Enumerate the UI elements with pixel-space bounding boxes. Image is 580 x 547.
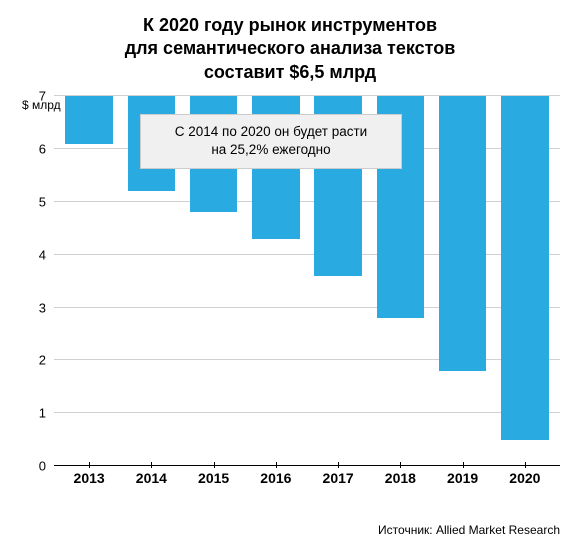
x-tick-label: 2020 [509,468,540,486]
y-tick-label: 2 [39,353,46,368]
chart-plot-area: 01234567 С 2014 по 2020 он будет расти н… [54,96,560,466]
x-tick-label: 2018 [385,468,416,486]
bar-slot [432,96,494,466]
y-tick-label: 7 [39,89,46,104]
x-tick: 2015 [183,468,245,486]
x-tick-label: 2015 [198,468,229,486]
x-tick-label: 2013 [74,468,105,486]
x-tick: 2019 [432,468,494,486]
chart-title-line: для семантического анализа текстов [30,37,550,60]
x-tick-label: 2019 [447,468,478,486]
bar [439,96,486,371]
x-tick: 2020 [494,468,556,486]
y-tick-label: 0 [39,459,46,474]
chart-title-line: составит $6,5 млрд [30,61,550,84]
x-axis-labels: 2013 2014 2015 2016 2017 2018 2019 2020 [54,466,560,486]
y-tick-label: 5 [39,194,46,209]
x-tick-label: 2017 [323,468,354,486]
y-tick-label: 1 [39,406,46,421]
x-tick-label: 2014 [136,468,167,486]
x-tick: 2017 [307,468,369,486]
x-tick-label: 2016 [260,468,291,486]
annotation-box: С 2014 по 2020 он будет расти на 25,2% е… [140,114,402,168]
bar [501,96,548,440]
annotation-text: на 25,2% ежегодно [211,142,330,157]
y-tick-label: 4 [39,247,46,262]
annotation-text: С 2014 по 2020 он будет расти [175,124,367,139]
source-attribution: Источник: Allied Market Research [378,523,560,537]
chart-title-line: К 2020 году рынок инструментов [30,14,550,37]
bar-slot [494,96,556,466]
bar [65,96,112,144]
y-tick-label: 3 [39,300,46,315]
chart-title: К 2020 году рынок инструментов для семан… [0,0,580,90]
bar-slot [58,96,120,466]
y-tick-label: 6 [39,142,46,157]
x-tick: 2013 [58,468,120,486]
x-tick: 2016 [245,468,307,486]
x-tick: 2014 [120,468,182,486]
x-tick: 2018 [369,468,431,486]
